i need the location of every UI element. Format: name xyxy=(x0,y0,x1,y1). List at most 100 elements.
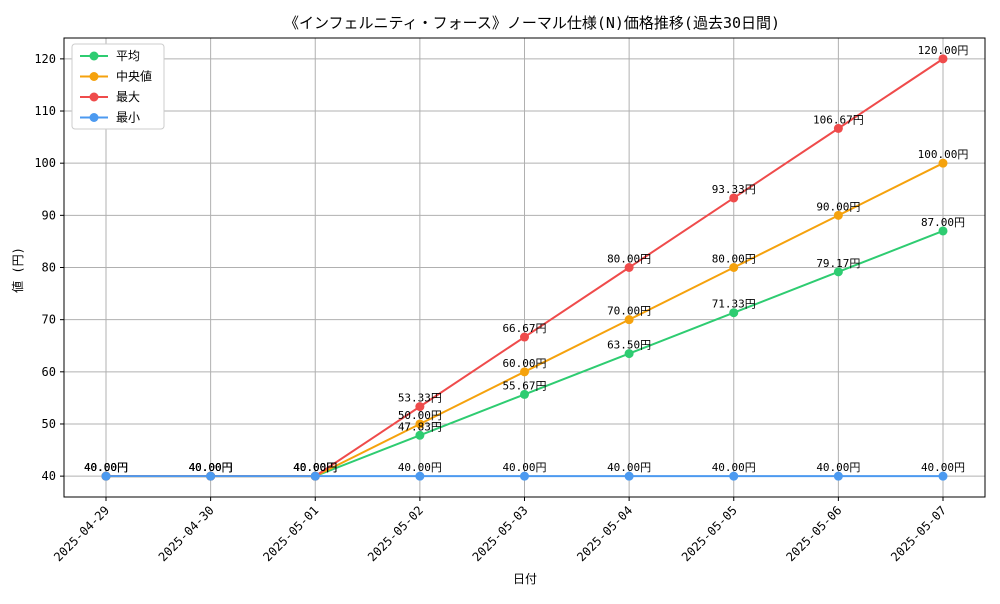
data-point xyxy=(624,471,634,481)
data-point xyxy=(415,402,425,412)
y-tick-label: 80 xyxy=(42,261,56,275)
data-label: 53.33円 xyxy=(398,392,442,405)
x-tick-label: 2025-05-03 xyxy=(470,503,531,564)
data-label: 50.00円 xyxy=(398,409,442,422)
data-label: 40.00円 xyxy=(293,461,337,474)
y-tick-label: 60 xyxy=(42,365,56,379)
data-label: 79.17円 xyxy=(816,257,860,270)
data-label: 90.00円 xyxy=(816,200,860,213)
x-tick-label: 2025-05-01 xyxy=(260,503,321,564)
data-point xyxy=(938,158,948,168)
data-point xyxy=(624,349,634,359)
legend-label: 最大 xyxy=(116,90,140,104)
plot-frame xyxy=(63,37,986,498)
data-label: 66.67円 xyxy=(502,322,546,335)
series-group xyxy=(101,54,948,481)
x-axis-label: 日付 xyxy=(513,572,537,586)
y-tick-label: 90 xyxy=(42,208,56,222)
y-tick-label: 50 xyxy=(42,417,56,431)
x-tick-label: 2025-05-06 xyxy=(784,503,845,564)
x-tick-label: 2025-05-05 xyxy=(679,503,740,564)
legend-label: 中央値 xyxy=(116,69,152,84)
data-point xyxy=(833,123,843,133)
y-tick-label: 120 xyxy=(34,52,56,66)
legend-marker xyxy=(89,113,99,122)
data-point xyxy=(833,267,843,277)
data-label: 40.00円 xyxy=(189,461,233,474)
data-point xyxy=(938,226,948,236)
data-label: 40.00円 xyxy=(921,461,965,474)
data-label: 87.00円 xyxy=(921,216,965,229)
y-tick-label: 70 xyxy=(42,313,56,327)
data-label: 40.00円 xyxy=(84,461,128,474)
chart-title: 《インフェルニティ・フォース》ノーマル仕様(N)価格推移(過去30日間) xyxy=(284,14,780,32)
x-tick-label: 2025-04-29 xyxy=(51,503,112,564)
data-label: 40.00円 xyxy=(293,461,337,474)
data-label: 40.00円 xyxy=(502,461,546,474)
data-label: 40.00円 xyxy=(293,461,337,474)
data-point xyxy=(729,263,739,272)
x-tick-label: 2025-05-04 xyxy=(574,503,635,564)
data-label: 40.00円 xyxy=(398,461,442,474)
data-label: 40.00円 xyxy=(84,461,128,474)
x-tick-label: 2025-05-02 xyxy=(365,503,426,564)
grid xyxy=(64,38,985,497)
data-label: 40.00円 xyxy=(816,461,860,474)
y-tick-label: 40 xyxy=(42,469,56,483)
data-point xyxy=(729,193,739,203)
data-label: 47.83円 xyxy=(398,420,442,433)
data-labels: 40.00円 40.00円 40.00円 47.83円 55.67円 63.50円 71.3… xyxy=(84,44,968,474)
data-label: 60.00円 xyxy=(502,357,546,370)
data-point xyxy=(938,471,948,481)
y-axis-label: 値 (円) xyxy=(10,247,25,293)
data-label: 40.00円 xyxy=(189,461,233,474)
data-label: 71.33円 xyxy=(712,298,756,311)
data-label: 40.00円 xyxy=(189,461,233,474)
legend-label: 平均 xyxy=(116,49,140,63)
y-tick-label: 100 xyxy=(34,156,56,170)
data-label: 40.00円 xyxy=(293,461,337,474)
legend-label: 最小 xyxy=(116,111,140,125)
data-point xyxy=(415,419,425,429)
data-label: 93.33円 xyxy=(712,183,756,196)
data-label: 70.00円 xyxy=(607,305,651,318)
data-point xyxy=(729,308,739,318)
data-point xyxy=(520,332,529,342)
data-point xyxy=(310,471,320,481)
data-label: 40.00円 xyxy=(189,461,233,474)
data-point xyxy=(520,389,529,399)
data-label: 120.00円 xyxy=(918,44,969,57)
data-point xyxy=(415,471,425,481)
data-label: 80.00円 xyxy=(712,253,756,266)
data-label: 63.50円 xyxy=(607,339,651,352)
data-label: 106.67円 xyxy=(813,113,864,126)
data-point xyxy=(415,430,425,440)
data-point xyxy=(520,367,529,377)
data-label: 100.00円 xyxy=(918,148,969,161)
data-label: 40.00円 xyxy=(84,461,128,474)
legend-marker xyxy=(89,72,99,81)
x-tick-label: 2025-04-30 xyxy=(156,503,217,564)
y-tick-label: 110 xyxy=(34,104,56,118)
data-point xyxy=(833,210,843,220)
data-point xyxy=(624,315,634,325)
data-point xyxy=(206,471,216,481)
x-tick-label: 2025-05-07 xyxy=(888,503,949,564)
data-label: 40.00円 xyxy=(84,461,128,474)
data-point xyxy=(938,54,948,64)
data-label: 80.00円 xyxy=(607,253,651,266)
data-label: 55.67円 xyxy=(502,379,546,392)
data-point xyxy=(520,471,529,481)
legend-marker xyxy=(89,51,99,61)
legend-box xyxy=(71,43,165,130)
data-point xyxy=(729,471,739,481)
data-point xyxy=(624,263,634,272)
data-point xyxy=(101,471,111,481)
data-label: 40.00円 xyxy=(712,461,756,474)
data-point xyxy=(833,471,843,481)
legend-marker xyxy=(89,92,99,102)
data-label: 40.00円 xyxy=(607,461,651,474)
